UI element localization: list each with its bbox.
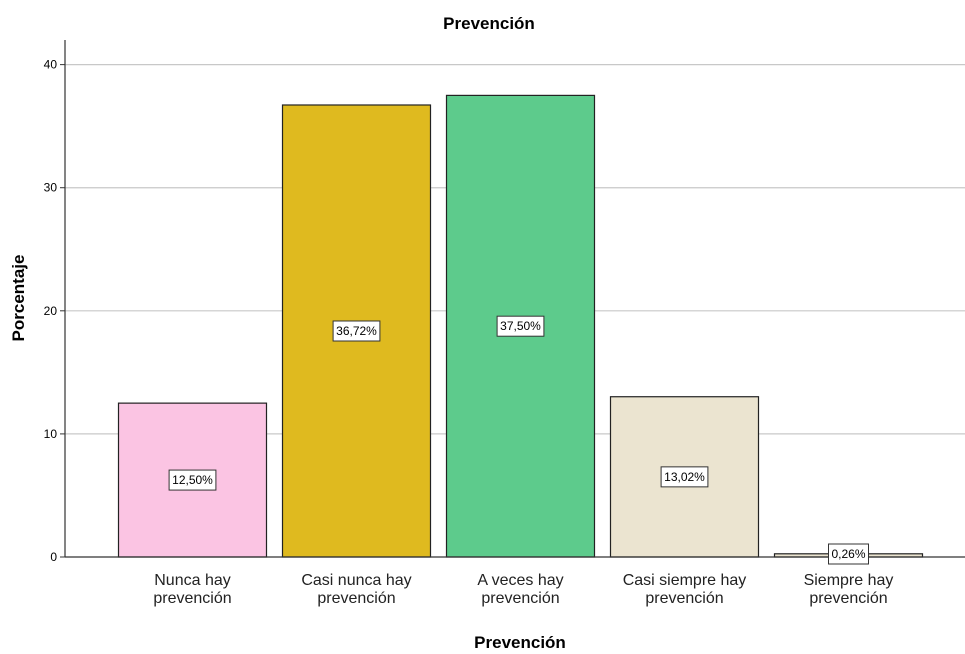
data-label-box xyxy=(496,315,545,337)
category-label: prevención xyxy=(645,590,723,607)
category-label: prevención xyxy=(809,590,887,607)
y-tick-label: 30 xyxy=(44,181,58,195)
category-label: Casi nunca hay xyxy=(301,572,411,589)
data-label-box xyxy=(828,543,869,565)
data-label: 12,50% xyxy=(172,473,213,487)
category-label: prevención xyxy=(317,590,395,607)
y-tick-label: 0 xyxy=(50,550,57,564)
y-tick-label: 20 xyxy=(44,304,58,318)
data-label: 0,26% xyxy=(831,547,865,561)
data-label: 37,50% xyxy=(500,319,541,333)
category-label: prevención xyxy=(153,590,231,607)
chart-title: Prevención xyxy=(443,14,535,33)
axes: 0 10 20 30 40 xyxy=(44,40,965,564)
data-labels: 12,50% 36,72% 37,50% 13,02% 0,26% xyxy=(168,315,869,565)
y-tick-label: 40 xyxy=(44,58,58,72)
category-label: prevención xyxy=(481,590,559,607)
category-label: Casi siempre hay xyxy=(623,572,747,589)
data-label-box xyxy=(168,469,217,491)
y-tick-label: 10 xyxy=(44,427,58,441)
category-label: Siempre hay xyxy=(804,572,894,589)
x-axis-title: Prevención xyxy=(474,633,566,652)
data-label: 36,72% xyxy=(336,324,377,338)
data-label: 13,02% xyxy=(664,470,705,484)
data-label-box xyxy=(660,466,709,488)
category-label: Nunca hay xyxy=(154,572,231,589)
data-label-box xyxy=(332,320,381,342)
y-axis-title: Porcentaje xyxy=(9,255,28,342)
category-label: A veces hay xyxy=(477,572,563,589)
